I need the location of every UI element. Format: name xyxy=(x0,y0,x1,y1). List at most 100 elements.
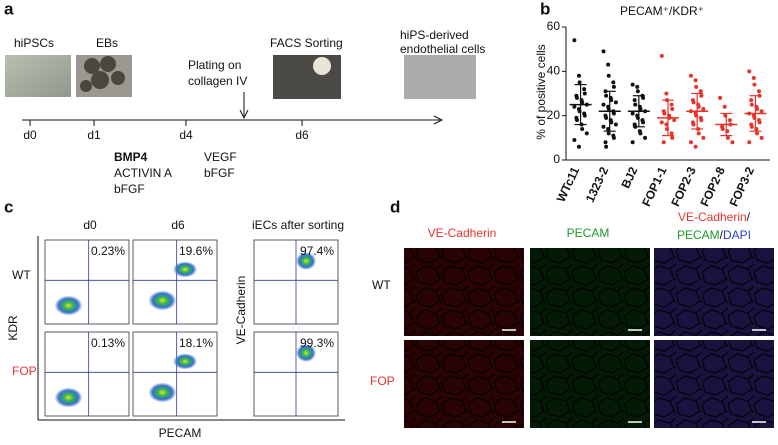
column-header: iECs after sorting xyxy=(252,218,344,232)
data-point xyxy=(611,84,616,89)
gate-percentage: 0.23% xyxy=(91,244,125,258)
merge-header: VE-Cadherin/ xyxy=(678,210,751,224)
data-point xyxy=(720,126,725,131)
data-point xyxy=(751,75,756,80)
image-label: hiPSCs xyxy=(14,36,54,50)
merge-part: / xyxy=(720,228,724,242)
column-header: VE-Cadherin xyxy=(428,226,497,240)
data-point xyxy=(606,131,611,136)
cell-population xyxy=(173,261,198,278)
data-point xyxy=(638,131,643,136)
data-point xyxy=(664,91,669,96)
data-point xyxy=(604,115,609,120)
panel-c: d0 d6 iECs after sorting WT FOP KDR VE-C… xyxy=(6,218,345,440)
data-point xyxy=(691,100,696,105)
data-point xyxy=(582,91,587,96)
data-point xyxy=(662,111,667,116)
timeline-arrow xyxy=(433,115,444,125)
data-point xyxy=(747,140,752,145)
y-tick-label: 0 xyxy=(553,152,560,166)
gate-percentage: 0.13% xyxy=(91,336,125,350)
data-point xyxy=(641,120,646,125)
micrograph-signal xyxy=(404,248,524,336)
data-point xyxy=(582,113,587,118)
data-point xyxy=(601,102,606,107)
data-point xyxy=(672,118,677,123)
data-point xyxy=(572,104,577,109)
data-point xyxy=(701,107,706,112)
micrograph xyxy=(273,55,341,99)
y-axis-label: KDR xyxy=(6,315,20,341)
day-label: d0 xyxy=(23,128,37,142)
chart-title: PECAM⁺/KDR⁺ xyxy=(620,4,704,18)
data-point xyxy=(580,126,585,131)
data-point xyxy=(630,111,635,116)
column-header: d0 xyxy=(83,218,97,232)
data-point xyxy=(757,120,762,125)
gate-percentage: 18.1% xyxy=(179,336,213,350)
data-point xyxy=(669,131,674,136)
data-point xyxy=(635,84,640,89)
y-axis-label: VE-Cadherin xyxy=(234,276,248,345)
row-label: WT xyxy=(12,268,31,282)
factor: bFGF xyxy=(114,182,145,196)
data-point xyxy=(630,140,635,145)
flow-plot xyxy=(132,239,218,325)
micrograph-signal xyxy=(654,340,774,428)
data-point xyxy=(630,82,635,87)
data-point xyxy=(749,102,754,107)
data-point xyxy=(576,73,581,78)
data-point xyxy=(725,135,730,140)
y-tick-label: 20 xyxy=(547,108,561,122)
day-label: d6 xyxy=(295,128,309,142)
data-point xyxy=(699,93,704,98)
image-label: EBs xyxy=(96,36,118,50)
data-point xyxy=(755,131,760,136)
x-tick-label: FOP1-1 xyxy=(639,164,670,208)
data-point xyxy=(641,95,646,100)
gate-percentage: 97.4% xyxy=(300,244,334,258)
x-tick-label: FOP2-3 xyxy=(668,164,699,208)
x-axis-label: PECAM xyxy=(159,426,202,440)
data-point xyxy=(691,122,696,127)
cell-population xyxy=(54,295,83,316)
gate-percentage: 19.6% xyxy=(179,244,213,258)
data-point xyxy=(582,87,587,92)
panel-label: a xyxy=(4,0,14,18)
panel-label: c xyxy=(4,197,13,216)
timeline-ticks xyxy=(29,120,303,126)
data-point xyxy=(727,118,732,123)
x-tick-label: FOP3-2 xyxy=(727,164,758,208)
data-point xyxy=(584,131,589,136)
data-point xyxy=(757,89,762,94)
data-point xyxy=(572,138,577,143)
cell-population xyxy=(148,290,177,311)
x-tick-label: FOP2-8 xyxy=(697,164,728,208)
data-point xyxy=(580,100,585,105)
data-point xyxy=(696,131,701,136)
data-point xyxy=(576,144,581,149)
data-point xyxy=(638,107,643,112)
data-point xyxy=(749,98,754,103)
data-point xyxy=(722,104,727,109)
data-point xyxy=(611,111,616,116)
data-point xyxy=(604,144,609,149)
data-point xyxy=(718,95,723,100)
column-header: d6 xyxy=(171,218,185,232)
data-point xyxy=(749,124,754,129)
factor: ACTIVIN A xyxy=(114,166,172,180)
data-point xyxy=(572,38,577,43)
data-point xyxy=(635,89,640,94)
data-point xyxy=(613,100,618,105)
data-point xyxy=(633,102,638,107)
data-point xyxy=(670,135,675,140)
data-point xyxy=(613,122,618,127)
data-point xyxy=(688,140,693,145)
row-label: FOP xyxy=(370,374,395,388)
step-arrow-head xyxy=(239,109,249,120)
micrograph xyxy=(404,55,476,99)
data-point xyxy=(693,78,698,83)
data-point xyxy=(606,73,611,78)
data-point xyxy=(606,126,611,131)
